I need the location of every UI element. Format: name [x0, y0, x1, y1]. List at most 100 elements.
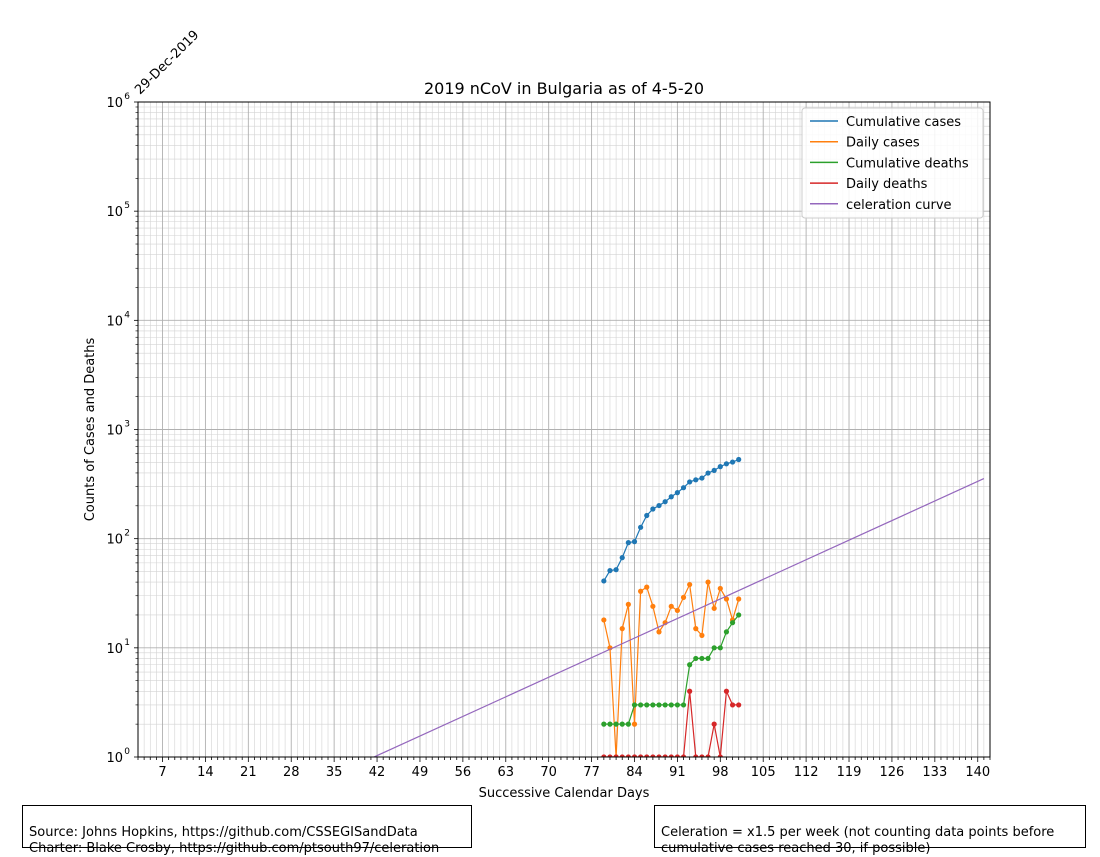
data-point-cumulative-deaths: [619, 721, 625, 727]
data-point-daily-cases: [705, 579, 711, 585]
data-point-daily-cases: [680, 594, 687, 600]
data-point-cumulative-deaths: [687, 662, 693, 668]
series-daily-cases: [601, 579, 742, 757]
x-tick-label: 98: [712, 765, 729, 780]
data-point-cumulative-cases: [723, 461, 730, 467]
x-tick-label: 56: [455, 765, 472, 780]
data-point-cumulative-deaths: [680, 702, 687, 708]
data-point-cumulative-cases: [607, 567, 613, 574]
data-point-daily-deaths: [650, 754, 656, 757]
y-tick-label: 10: [106, 96, 123, 111]
data-point-cumulative-cases: [699, 475, 705, 481]
data-point-cumulative-cases: [625, 540, 631, 546]
data-point-daily-deaths: [705, 754, 711, 757]
data-point-daily-deaths: [625, 754, 631, 757]
series-cumulative-deaths: [601, 612, 742, 727]
x-tick-label: 7: [158, 765, 166, 780]
y-tick-exponent: 6: [124, 92, 130, 102]
legend-label: Cumulative deaths: [846, 156, 969, 171]
y-tick-exponent: 3: [124, 420, 130, 430]
data-point-daily-deaths: [613, 754, 619, 757]
data-point-daily-cases: [631, 721, 638, 727]
x-tick-label: 112: [794, 765, 819, 780]
x-tick-label: 42: [369, 765, 386, 780]
data-point-daily-cases: [723, 596, 730, 602]
x-tick-label: 49: [412, 765, 429, 780]
series-cumulative-cases: [601, 456, 742, 584]
data-point-daily-deaths: [674, 754, 680, 757]
data-point-cumulative-deaths: [613, 721, 619, 727]
x-tick-label: 84: [626, 765, 643, 780]
data-point-daily-cases: [650, 603, 656, 609]
y-tick-exponent: 4: [124, 310, 130, 320]
data-point-cumulative-cases: [687, 479, 693, 485]
start-date-label: 29-Dec-2019: [132, 28, 202, 98]
data-point-cumulative-cases: [736, 456, 742, 463]
data-point-daily-cases: [674, 607, 680, 614]
data-point-cumulative-deaths: [736, 612, 742, 618]
x-tick-label: 14: [197, 765, 214, 780]
data-point-daily-deaths: [680, 754, 687, 757]
data-point-cumulative-cases: [631, 539, 638, 545]
data-point-daily-deaths: [631, 754, 638, 757]
y-tick-exponent: 1: [124, 638, 130, 648]
legend-label: Daily deaths: [846, 177, 928, 192]
data-point-daily-deaths: [638, 754, 644, 757]
y-tick-label: 10: [106, 424, 123, 439]
x-axis-ticks: 7 14 21 28 35 42 49 56 63 70 77 84 91 98 105 112 119 126 1…: [137, 757, 991, 780]
data-point-daily-deaths: [729, 702, 736, 708]
data-point-cumulative-deaths: [638, 702, 644, 708]
data-point-cumulative-cases: [729, 459, 736, 465]
data-point-daily-cases: [619, 626, 625, 632]
x-tick-label: 119: [837, 765, 862, 780]
y-tick-label: 10: [106, 205, 123, 220]
source-line: Source: Johns Hopkins, https://github.co…: [29, 825, 418, 840]
series-line-celeration-curve: [373, 478, 985, 757]
data-point-cumulative-cases: [601, 578, 607, 584]
celeration-line-1: Celeration = x1.5 per week (not counting…: [661, 825, 1055, 840]
data-point-cumulative-deaths: [625, 721, 631, 727]
data-point-cumulative-cases: [674, 490, 680, 496]
legend-frame: [801, 107, 984, 219]
data-point-daily-cases: [601, 617, 607, 623]
x-tick-label: 28: [283, 765, 300, 780]
y-tick-exponent: 2: [124, 529, 130, 539]
data-point-cumulative-deaths: [601, 721, 607, 727]
data-point-cumulative-deaths: [693, 655, 699, 662]
x-tick-label: 35: [326, 765, 343, 780]
y-axis-label: Counts of Cases and Deaths: [83, 337, 98, 521]
data-point-daily-cases: [736, 596, 742, 602]
data-point-cumulative-cases: [705, 470, 711, 476]
x-tick-label: 140: [965, 765, 990, 780]
data-point-cumulative-cases: [693, 477, 699, 483]
data-point-daily-cases: [668, 603, 674, 609]
data-point-daily-cases: [644, 584, 650, 590]
data-point-daily-deaths: [693, 754, 699, 757]
y-tick-label: 10: [106, 751, 123, 766]
data-point-daily-cases: [687, 581, 693, 588]
data-point-daily-deaths: [668, 754, 674, 757]
data-point-cumulative-cases: [613, 567, 619, 573]
data-point-daily-deaths: [601, 754, 607, 757]
y-tick-exponent: 5: [124, 201, 130, 211]
data-point-cumulative-deaths: [644, 702, 650, 708]
x-tick-label: 77: [583, 765, 600, 780]
source-box: Source: Johns Hopkins, https://github.co…: [22, 805, 472, 856]
data-point-cumulative-cases: [711, 467, 717, 474]
data-point-daily-cases: [625, 601, 631, 607]
y-tick-label: 10: [106, 533, 123, 548]
series-daily-deaths: [601, 688, 742, 757]
data-point-cumulative-deaths: [662, 702, 668, 708]
data-point-daily-deaths: [644, 754, 650, 757]
x-tick-label: 63: [497, 765, 514, 780]
data-point-cumulative-deaths: [607, 721, 613, 727]
data-point-cumulative-cases: [668, 494, 674, 500]
x-tick-label: 21: [240, 765, 257, 780]
data-point-cumulative-deaths: [705, 655, 711, 662]
data-point-daily-cases: [699, 632, 705, 638]
data-point-cumulative-deaths: [717, 645, 723, 651]
x-tick-label: 133: [922, 765, 947, 780]
data-point-daily-deaths: [662, 754, 668, 757]
x-tick-label: 105: [751, 765, 776, 780]
